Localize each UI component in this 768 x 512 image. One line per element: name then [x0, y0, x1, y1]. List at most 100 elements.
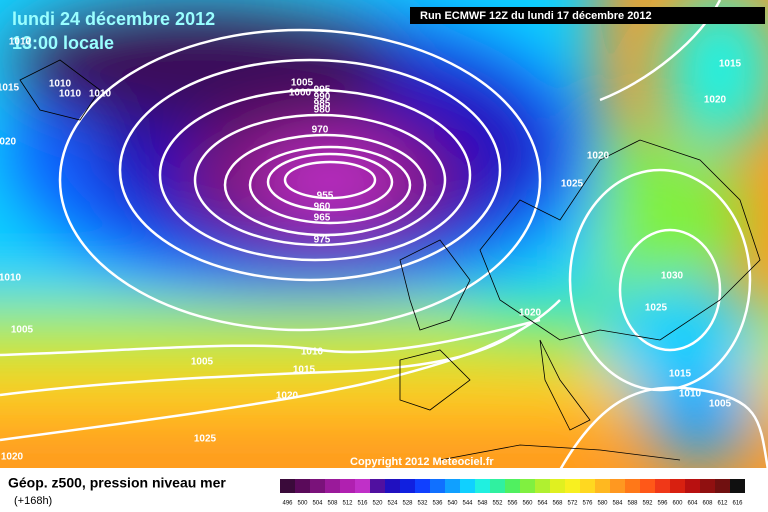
isobar-label: 1005 [11, 325, 34, 336]
scale-swatch [400, 479, 415, 493]
scale-label: 592 [642, 501, 653, 507]
isobar-label: 1025 [561, 179, 584, 190]
scale-swatch [535, 479, 550, 493]
date: lundi 24 décembre 2012 [12, 9, 215, 29]
scale-label: 548 [477, 501, 488, 507]
scale-label: 540 [447, 501, 458, 507]
scale-swatch [355, 479, 370, 493]
scale-label: 604 [687, 501, 698, 507]
scale-swatch [685, 479, 700, 493]
scale-label: 556 [507, 501, 518, 507]
scale-swatch [370, 479, 385, 493]
scale-swatch [295, 479, 310, 493]
scale-label: 576 [582, 501, 593, 507]
isobar-label: 1005 [191, 357, 214, 368]
scale-swatch [445, 479, 460, 493]
isobar-label: 975 [314, 235, 331, 246]
isobar-label: 955 [317, 191, 334, 202]
isobar-label: 960 [314, 202, 331, 213]
isobar-label: 1020 [276, 391, 299, 402]
isobar-label: 1025 [645, 303, 668, 314]
scale-label: 524 [387, 501, 398, 507]
isobar-label: 1020 [587, 151, 610, 162]
scale-label: 580 [597, 501, 608, 507]
scale-swatch [340, 479, 355, 493]
isobar-label: 970 [312, 125, 329, 136]
copyright: Copyright 2012 Meteociel.fr [350, 456, 494, 468]
scale-swatch [490, 479, 505, 493]
scale-swatch [385, 479, 400, 493]
lead-time: (+168h) [14, 495, 52, 507]
isobar-label: 1010 [49, 79, 72, 90]
scale-swatch [700, 479, 715, 493]
scale-label: 516 [357, 501, 368, 507]
scale-swatch [640, 479, 655, 493]
scale-swatch [730, 479, 745, 493]
scale-label: 584 [612, 501, 623, 507]
scale-label: 616 [732, 501, 743, 507]
scale-label: 564 [537, 501, 548, 507]
scale-swatch [625, 479, 640, 493]
isobar-label: 1010 [0, 273, 22, 284]
isobar-label: 1030 [661, 271, 684, 282]
scale-label: 532 [417, 501, 428, 507]
isobar-label: 1000 [289, 88, 312, 99]
isobar-label: 1005 [291, 78, 314, 89]
isobar-label: 990 [314, 92, 331, 103]
scale-label: 508 [327, 501, 338, 507]
isobar-label: 1010 [59, 89, 82, 100]
scale-swatch [655, 479, 670, 493]
scale-swatch [325, 479, 340, 493]
isobar-label: 1015 [293, 365, 316, 376]
isobar-label: 1010 [679, 389, 702, 400]
isobar-label: 1025 [194, 434, 217, 445]
time: 13:00 locale [12, 33, 114, 53]
isobar-label: 1015 [719, 59, 742, 70]
scale-label: 600 [672, 501, 683, 507]
scale-label: 568 [552, 501, 563, 507]
isobar-label: 1020 [704, 95, 727, 106]
scale-swatch [715, 479, 730, 493]
isobar-label: 965 [314, 213, 331, 224]
isobar-label: 1010 [89, 89, 112, 100]
isobar-label: 995 [314, 85, 331, 96]
scale-label: 544 [462, 501, 473, 507]
scale-swatch [430, 479, 445, 493]
scale-swatch [550, 479, 565, 493]
scale-label: 504 [312, 501, 323, 507]
scale-swatch [595, 479, 610, 493]
scale-label: 496 [282, 501, 293, 507]
scale-label: 612 [717, 501, 728, 507]
scale-swatch [670, 479, 685, 493]
isobar-label: 985 [314, 99, 331, 110]
isobar-label: 1005 [709, 399, 732, 410]
scale-label: 560 [522, 501, 533, 507]
scale-label: 512 [342, 501, 353, 507]
scale-swatch [505, 479, 520, 493]
scale-swatch [280, 479, 295, 493]
scale-swatch [310, 479, 325, 493]
isobar-label: 1020 [1, 452, 24, 463]
scale-label: 572 [567, 501, 578, 507]
run: Run ECMWF 12Z du lundi 17 décembre 2012 [420, 10, 652, 22]
scale-swatch [475, 479, 490, 493]
scale-swatch [520, 479, 535, 493]
isobar-label: 1010 [9, 37, 32, 48]
scale-label: 588 [627, 501, 638, 507]
isobar-label: 980 [314, 105, 331, 116]
isobar-label: 1010 [301, 347, 324, 358]
scale-label: 552 [492, 501, 503, 507]
scale-swatch [415, 479, 430, 493]
scale-label: 596 [657, 501, 668, 507]
isobar-label: 1020 [0, 137, 17, 148]
scale-swatch [610, 479, 625, 493]
scale-label: 528 [402, 501, 413, 507]
isobar-label: 1020 [519, 308, 542, 319]
isobar-label: 1015 [669, 369, 692, 380]
scale-label: 608 [702, 501, 713, 507]
scale-label: 536 [432, 501, 443, 507]
footer-title: Géop. z500, pression niveau mer [8, 475, 226, 491]
scale-label: 500 [297, 501, 308, 507]
scale-swatch [580, 479, 595, 493]
